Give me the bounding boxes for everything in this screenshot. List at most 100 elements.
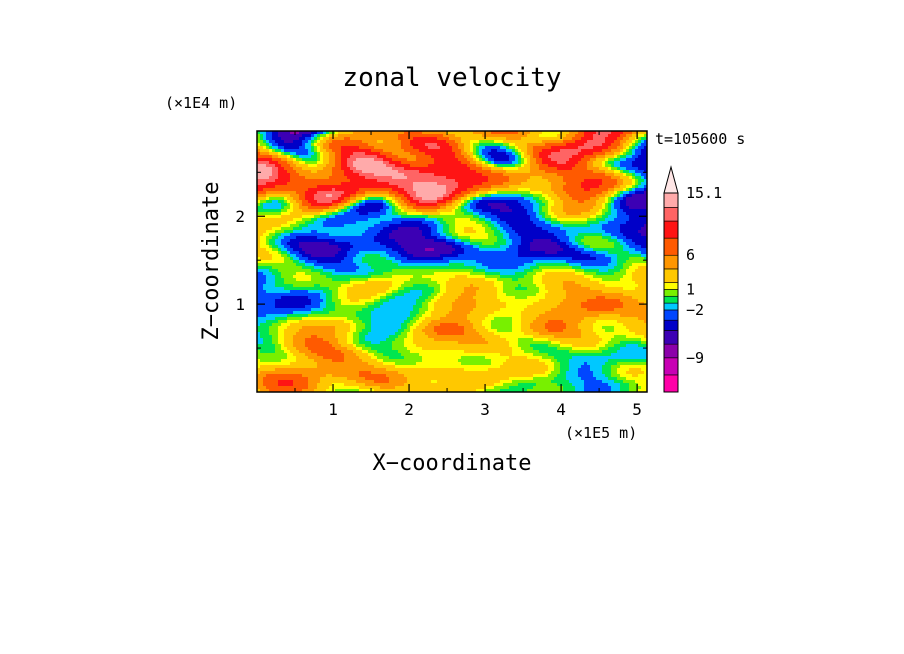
- heatmap-cell: [476, 233, 480, 237]
- heatmap-cell: [329, 167, 333, 171]
- heatmap-cell: [335, 212, 339, 216]
- heatmap-cell: [587, 143, 591, 147]
- heatmap-cell: [608, 161, 612, 165]
- heatmap-cell: [257, 158, 261, 162]
- heatmap-cell: [623, 200, 627, 204]
- heatmap-cell: [446, 230, 450, 234]
- heatmap-cell: [383, 143, 387, 147]
- heatmap-cell: [305, 158, 309, 162]
- heatmap-cell: [287, 152, 291, 156]
- heatmap-cell: [473, 230, 477, 234]
- heatmap-cell: [284, 218, 288, 222]
- heatmap-cell: [428, 188, 432, 192]
- heatmap-cell: [428, 146, 432, 150]
- heatmap-cell: [644, 212, 648, 216]
- heatmap-cell: [581, 137, 585, 141]
- heatmap-cell: [452, 227, 456, 231]
- heatmap-cell: [323, 239, 327, 243]
- heatmap-cell: [518, 185, 522, 189]
- heatmap-cell: [605, 191, 609, 195]
- heatmap-cell: [482, 233, 486, 237]
- heatmap-cell: [416, 182, 420, 186]
- heatmap-cell: [440, 161, 444, 165]
- heatmap-cell: [470, 212, 474, 216]
- heatmap-cell: [407, 191, 411, 195]
- heatmap-cell: [257, 191, 261, 195]
- heatmap-cell: [599, 167, 603, 171]
- heatmap-cell: [473, 176, 477, 180]
- heatmap-cell: [323, 194, 327, 198]
- heatmap-cell: [344, 137, 348, 141]
- heatmap-cell: [401, 200, 405, 204]
- heatmap-cell: [560, 176, 564, 180]
- heatmap-cell: [479, 176, 483, 180]
- heatmap-cell: [446, 239, 450, 243]
- heatmap-cell: [287, 224, 291, 228]
- heatmap-cell: [587, 158, 591, 162]
- heatmap-cell: [410, 203, 414, 207]
- heatmap-cell: [443, 149, 447, 153]
- heatmap-cell: [458, 131, 462, 135]
- heatmap-cell: [596, 167, 600, 171]
- heatmap-cell: [302, 224, 306, 228]
- heatmap-cell: [572, 170, 576, 174]
- heatmap-cell: [410, 149, 414, 153]
- heatmap-cell: [611, 209, 615, 213]
- heatmap-cell: [377, 242, 381, 246]
- heatmap-cell: [338, 182, 342, 186]
- heatmap-cell: [470, 227, 474, 231]
- heatmap-cell: [350, 215, 354, 219]
- heatmap-cell: [557, 191, 561, 195]
- heatmap-cell: [602, 188, 606, 192]
- heatmap-cell: [539, 203, 543, 207]
- heatmap-cell: [449, 140, 453, 144]
- heatmap-cell: [317, 167, 321, 171]
- heatmap-cell: [437, 203, 441, 207]
- heatmap-cell: [428, 194, 432, 198]
- heatmap-cell: [266, 149, 270, 153]
- heatmap-cell: [578, 227, 582, 231]
- heatmap-cell: [371, 164, 375, 168]
- heatmap-cell: [422, 140, 426, 144]
- heatmap-cell: [332, 221, 336, 225]
- heatmap-cell: [428, 134, 432, 138]
- heatmap-cell: [575, 173, 579, 177]
- heatmap-cell: [629, 185, 633, 189]
- heatmap-cell: [509, 236, 513, 240]
- heatmap-cell: [503, 224, 507, 228]
- heatmap-cell: [338, 131, 342, 135]
- heatmap-cell: [566, 203, 570, 207]
- heatmap-cell: [473, 206, 477, 210]
- heatmap-cell: [527, 173, 531, 177]
- heatmap-cell: [641, 206, 645, 210]
- heatmap-cell: [539, 134, 543, 138]
- heatmap-cell: [326, 227, 330, 231]
- heatmap-cell: [584, 191, 588, 195]
- heatmap-cell: [527, 152, 531, 156]
- heatmap-cell: [491, 239, 495, 243]
- heatmap-cell: [566, 164, 570, 168]
- heatmap-cell: [374, 227, 378, 231]
- heatmap-cell: [344, 239, 348, 243]
- heatmap-cell: [629, 131, 633, 135]
- heatmap-cell: [362, 191, 366, 195]
- heatmap-cell: [473, 134, 477, 138]
- heatmap-cell: [413, 173, 417, 177]
- heatmap-cell: [293, 245, 297, 249]
- heatmap-cell: [605, 146, 609, 150]
- heatmap-cell: [278, 161, 282, 165]
- heatmap-cell: [629, 230, 633, 234]
- heatmap-cell: [326, 131, 330, 135]
- heatmap-cell: [398, 185, 402, 189]
- heatmap-cell: [527, 176, 531, 180]
- heatmap-cell: [419, 218, 423, 222]
- heatmap-cell: [326, 206, 330, 210]
- heatmap-cell: [449, 194, 453, 198]
- heatmap-cell: [269, 212, 273, 216]
- heatmap-cell: [491, 137, 495, 141]
- heatmap-cell: [632, 218, 636, 222]
- heatmap-cell: [464, 194, 468, 198]
- heatmap-cell: [452, 185, 456, 189]
- heatmap-cell: [596, 149, 600, 153]
- heatmap-cell: [266, 203, 270, 207]
